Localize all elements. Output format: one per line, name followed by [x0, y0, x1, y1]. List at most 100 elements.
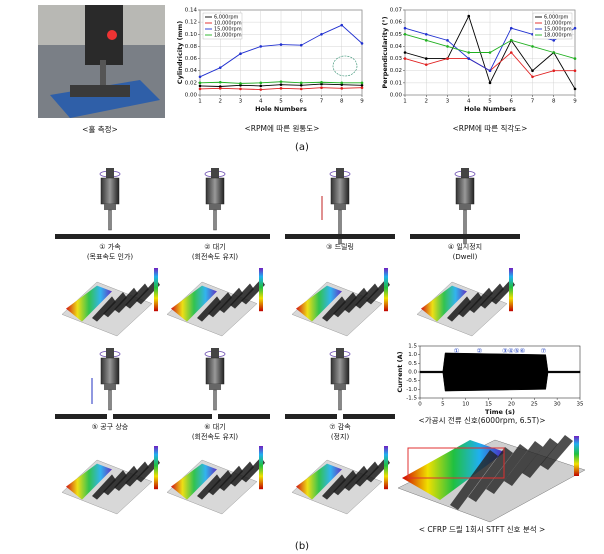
point	[573, 57, 577, 60]
y-tick-label: 0.12	[185, 20, 197, 26]
x-tick-label: 7	[320, 99, 324, 105]
y-tick-label: 0.08	[185, 44, 198, 50]
tool	[213, 389, 217, 411]
y-tick-label: 0.04	[185, 68, 198, 74]
point	[573, 87, 577, 91]
point	[424, 57, 428, 60]
stft-box	[407, 447, 505, 479]
point	[320, 86, 323, 90]
point	[467, 51, 471, 54]
tool	[108, 389, 112, 411]
point	[531, 75, 534, 79]
spindle	[211, 348, 219, 358]
point	[488, 69, 492, 73]
point	[198, 81, 202, 85]
caption: <가공시 전류 신호(6000rpm, 6.5T)>	[418, 415, 545, 425]
spectrogram-ridge	[355, 283, 379, 309]
point	[424, 32, 428, 36]
plate	[410, 234, 520, 239]
stft-ridge	[522, 438, 558, 478]
spectrogram-ridge	[114, 465, 138, 491]
holder	[330, 357, 350, 385]
y-tick-label: 0.02	[185, 80, 197, 86]
point	[403, 26, 407, 30]
collar	[334, 204, 346, 210]
spindle	[336, 348, 344, 358]
legend-label: 6,000rpm	[544, 15, 569, 21]
plate	[343, 414, 395, 419]
holder	[100, 177, 120, 205]
caption: <RPM에 따른 직각도>	[453, 123, 528, 133]
point	[299, 87, 303, 91]
point	[198, 84, 202, 88]
point	[360, 42, 364, 45]
y-tick-label: 1.0	[408, 352, 417, 358]
point	[446, 45, 449, 48]
colorbar	[154, 446, 158, 490]
y-axis-label: Current (A)	[396, 351, 404, 392]
x-axis-label: Hole Numbers	[464, 105, 516, 113]
tool	[108, 209, 112, 231]
spindle	[106, 348, 114, 358]
y-tick-label: 0.06	[185, 56, 198, 62]
y-tick-label: -1.0	[406, 387, 417, 393]
x-tick-label: 5	[488, 99, 492, 105]
step-note: (정지)	[331, 432, 350, 441]
colorbar	[384, 446, 388, 490]
x-tick-label: 15	[485, 402, 492, 408]
spectrogram-band	[66, 463, 112, 500]
step-title: ⑥ 대기	[204, 422, 225, 431]
x-axis-label: Hole Numbers	[255, 105, 307, 113]
point	[198, 75, 202, 79]
tool	[463, 209, 467, 245]
spectrogram-ridge	[344, 287, 368, 313]
spectrogram-ridge	[458, 292, 482, 318]
spectrogram-ridge	[92, 474, 116, 500]
y-axis-label: Perpendicularity (°)	[381, 16, 389, 88]
tool	[213, 209, 217, 231]
legend-label: 15,000rpm	[544, 27, 572, 33]
point	[239, 83, 242, 87]
stft-ridge	[486, 444, 528, 494]
y-tick-label: 0.02	[390, 68, 402, 74]
phase-annotation: ③④⑤⑥	[502, 347, 525, 355]
point	[320, 82, 323, 86]
holder	[455, 177, 475, 205]
point	[552, 39, 556, 42]
y-tick-label: 0.04	[390, 44, 403, 50]
colorbar	[574, 436, 579, 476]
phase-annotation: ⑦	[541, 347, 547, 355]
x-tick-label: 2	[219, 99, 223, 105]
spectrogram-ridge	[197, 296, 221, 322]
x-tick-label: 2	[425, 99, 429, 105]
point	[340, 23, 344, 27]
x-tick-label: 0	[418, 402, 422, 408]
x-tick-label: 6	[510, 99, 514, 105]
point	[279, 87, 283, 90]
stft-ridge	[450, 450, 498, 510]
spectrogram-ridge	[480, 283, 504, 309]
tool	[338, 389, 342, 411]
x-tick-label: 4	[259, 99, 263, 105]
point	[340, 81, 344, 85]
holder	[100, 357, 120, 385]
collar	[334, 384, 346, 390]
point	[403, 57, 407, 60]
spectrogram-ridge	[344, 465, 368, 491]
x-tick-label: 8	[552, 99, 556, 105]
point	[573, 26, 577, 30]
point	[259, 88, 263, 91]
point	[259, 84, 263, 88]
stft-ridge	[504, 441, 543, 486]
point	[424, 39, 428, 42]
point	[279, 43, 283, 46]
y-tick-label: 0.00	[185, 93, 198, 99]
spindle	[336, 168, 344, 178]
x-tick-label: 1	[403, 99, 407, 105]
point	[279, 80, 283, 83]
x-tick-label: 35	[577, 402, 584, 408]
spectrogram-band	[296, 463, 342, 500]
point	[446, 39, 449, 42]
holder	[330, 177, 350, 205]
point	[360, 81, 364, 85]
